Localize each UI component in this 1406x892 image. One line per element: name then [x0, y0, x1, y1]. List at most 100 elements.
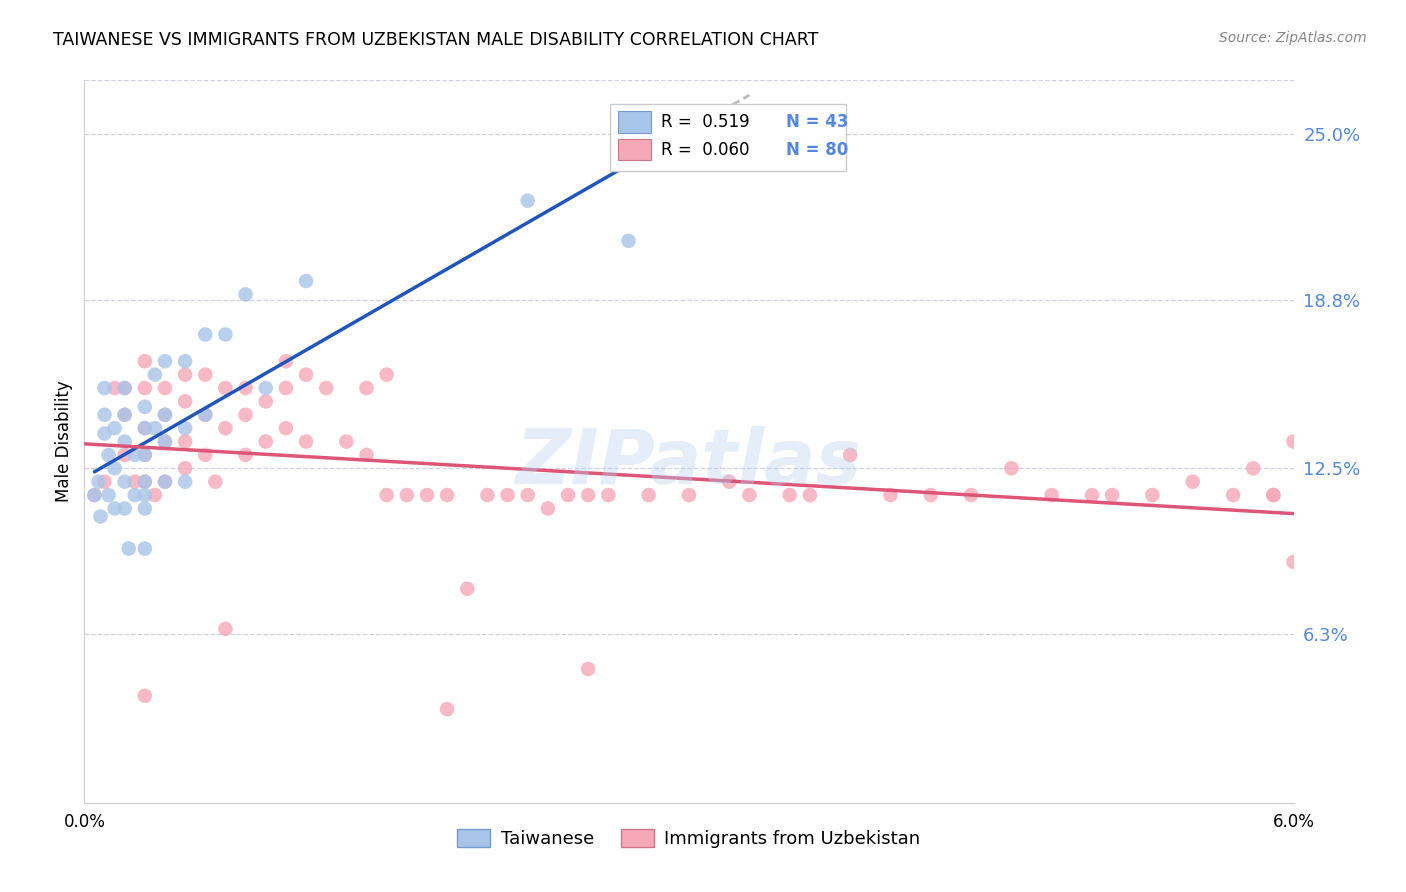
Point	[194, 368, 217, 382]
Point	[143, 488, 166, 502]
Point	[960, 488, 983, 502]
Point	[204, 475, 226, 489]
Point	[214, 381, 236, 395]
Point	[557, 488, 579, 502]
Point	[104, 461, 127, 475]
Point	[235, 287, 257, 301]
Point	[416, 488, 439, 502]
Point	[153, 381, 176, 395]
Point	[1101, 488, 1123, 502]
Point	[274, 354, 297, 368]
Point	[134, 689, 156, 703]
Point	[134, 421, 156, 435]
Point	[617, 234, 640, 248]
Point	[134, 448, 156, 462]
Point	[134, 541, 156, 556]
Point	[214, 622, 236, 636]
Point	[254, 434, 277, 449]
Point	[93, 408, 115, 422]
Point	[477, 488, 499, 502]
Point	[114, 408, 136, 422]
Point	[799, 488, 821, 502]
Point	[598, 488, 620, 502]
Text: R =  0.519: R = 0.519	[661, 113, 749, 131]
Text: N = 80: N = 80	[786, 141, 848, 159]
Point	[174, 461, 197, 475]
Point	[254, 394, 277, 409]
Point	[395, 488, 418, 502]
Text: Source: ZipAtlas.com: Source: ZipAtlas.com	[1219, 31, 1367, 45]
Point	[97, 488, 120, 502]
Point	[114, 381, 136, 395]
Point	[920, 488, 942, 502]
Point	[93, 475, 115, 489]
Point	[456, 582, 478, 596]
Point	[235, 381, 257, 395]
Point	[537, 501, 560, 516]
Point	[118, 541, 141, 556]
Point	[174, 368, 197, 382]
Point	[678, 488, 700, 502]
Point	[114, 501, 136, 516]
Point	[1040, 488, 1063, 502]
Point	[93, 381, 115, 395]
Point	[1081, 488, 1104, 502]
Point	[153, 408, 176, 422]
Point	[1142, 488, 1164, 502]
Point	[194, 408, 217, 422]
Point	[295, 274, 318, 288]
Point	[235, 448, 257, 462]
Point	[134, 501, 156, 516]
Text: ZIPatlas: ZIPatlas	[516, 426, 862, 500]
Point	[1282, 434, 1305, 449]
Point	[375, 488, 398, 502]
Point	[194, 448, 217, 462]
Text: R =  0.060: R = 0.060	[661, 141, 749, 159]
Point	[375, 368, 398, 382]
Point	[295, 368, 318, 382]
Point	[114, 381, 136, 395]
Point	[153, 354, 176, 368]
Point	[104, 381, 127, 395]
Point	[124, 488, 146, 502]
Point	[637, 488, 659, 502]
Point	[114, 475, 136, 489]
Point	[738, 488, 761, 502]
Point	[114, 408, 136, 422]
Point	[779, 488, 801, 502]
Point	[134, 448, 156, 462]
Point	[436, 488, 458, 502]
Point	[89, 509, 111, 524]
Point	[153, 408, 176, 422]
Point	[153, 475, 176, 489]
Point	[1181, 475, 1204, 489]
Point	[274, 421, 297, 435]
Point	[134, 381, 156, 395]
Point	[153, 475, 176, 489]
Point	[83, 488, 105, 502]
Point	[214, 327, 236, 342]
Point	[124, 448, 146, 462]
Point	[356, 448, 378, 462]
Point	[83, 488, 105, 502]
FancyBboxPatch shape	[617, 139, 651, 161]
Point	[134, 475, 156, 489]
Point	[134, 354, 156, 368]
Point	[174, 475, 197, 489]
Point	[516, 194, 538, 208]
Point	[1263, 488, 1285, 502]
Text: TAIWANESE VS IMMIGRANTS FROM UZBEKISTAN MALE DISABILITY CORRELATION CHART: TAIWANESE VS IMMIGRANTS FROM UZBEKISTAN …	[53, 31, 818, 49]
Point	[1282, 555, 1305, 569]
Point	[134, 400, 156, 414]
Point	[1000, 461, 1022, 475]
FancyBboxPatch shape	[617, 112, 651, 133]
FancyBboxPatch shape	[610, 104, 846, 170]
Point	[104, 501, 127, 516]
Point	[87, 475, 110, 489]
Point	[134, 488, 156, 502]
Point	[576, 662, 599, 676]
Point	[134, 421, 156, 435]
Point	[335, 434, 357, 449]
Point	[516, 488, 538, 502]
Point	[235, 408, 257, 422]
